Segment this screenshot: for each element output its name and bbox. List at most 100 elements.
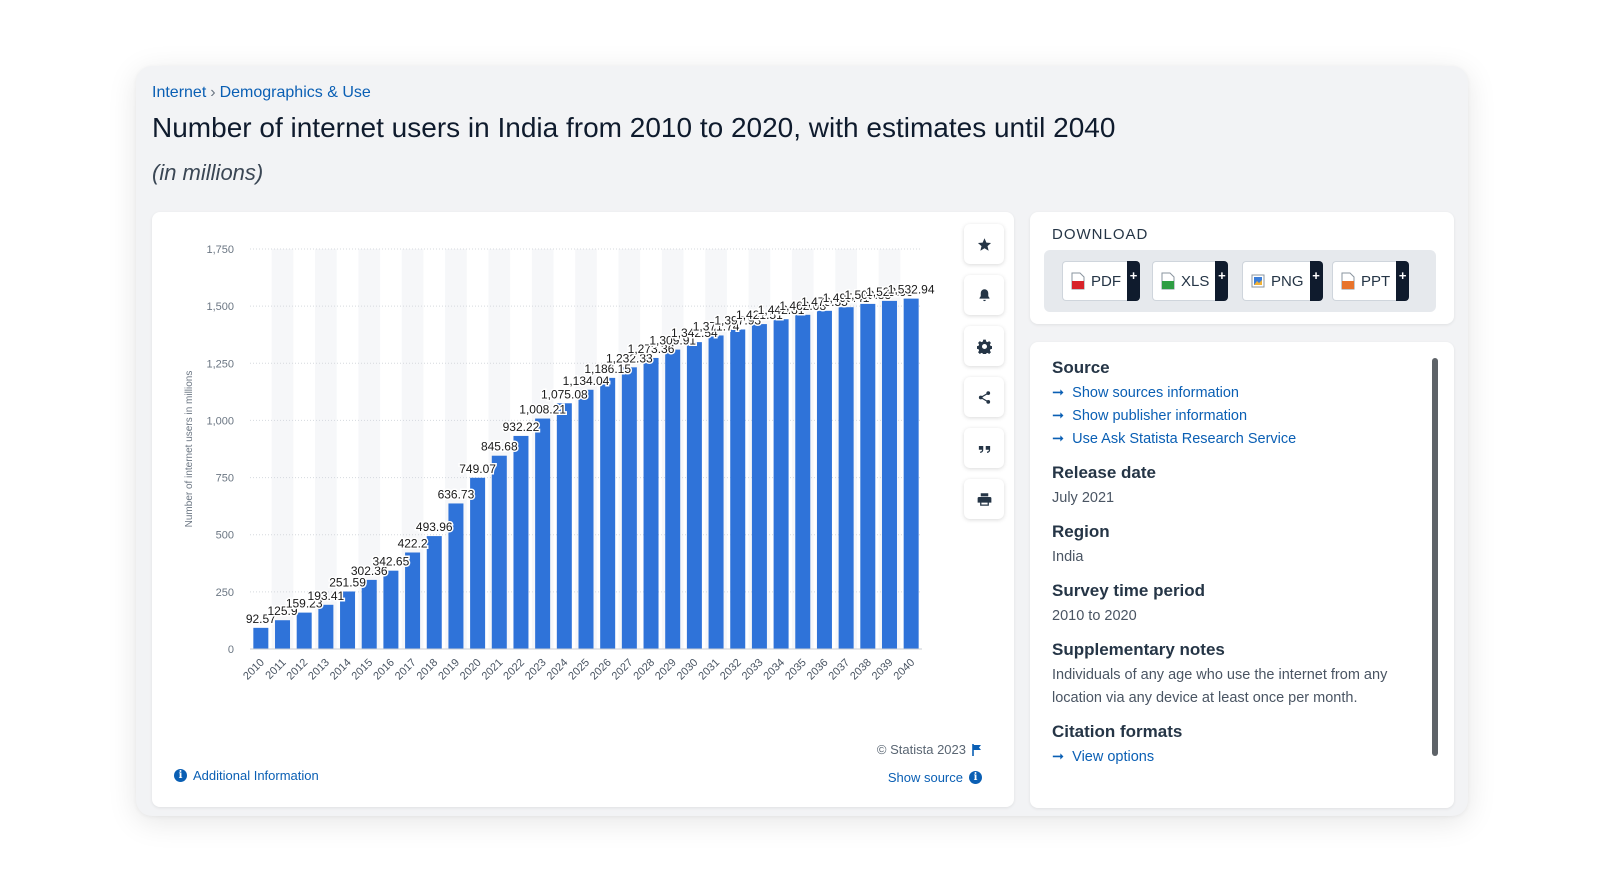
download-ppt-main[interactable]: PPT bbox=[1332, 261, 1397, 301]
bar[interactable] bbox=[665, 349, 681, 649]
bar[interactable] bbox=[383, 570, 399, 649]
download-png-plus[interactable]: + bbox=[1309, 261, 1323, 301]
bar[interactable] bbox=[340, 591, 356, 649]
data-label: 342.65 bbox=[373, 555, 410, 569]
download-xls-main[interactable]: XLS bbox=[1152, 261, 1216, 301]
bar[interactable] bbox=[816, 310, 832, 649]
data-label: 1,371.74 bbox=[693, 319, 740, 333]
data-label: 92.57 bbox=[246, 612, 276, 626]
bar[interactable] bbox=[426, 536, 442, 649]
bar[interactable] bbox=[448, 503, 464, 649]
y-tick-label: 750 bbox=[216, 473, 234, 485]
region-value: India bbox=[1052, 549, 1084, 565]
data-label: 1,309.91 bbox=[649, 334, 696, 348]
download-buttons: PDF + XLS + PNG + PPT + bbox=[1044, 250, 1436, 312]
bar[interactable] bbox=[751, 324, 767, 649]
x-tick-label: 2031 bbox=[696, 657, 722, 683]
data-label: 193.41 bbox=[308, 589, 345, 603]
bar[interactable] bbox=[600, 377, 616, 649]
ask-statista-link[interactable]: ➞ Use Ask Statista Research Service bbox=[1052, 428, 1422, 451]
data-label: 1,342.54 bbox=[671, 326, 718, 340]
bar[interactable] bbox=[903, 298, 919, 649]
source-section: Source ➞ Show sources information ➞ Show p… bbox=[1052, 358, 1422, 451]
bar[interactable] bbox=[708, 335, 724, 649]
y-tick-label: 1,000 bbox=[206, 415, 234, 427]
download-ppt-button[interactable]: PPT + bbox=[1332, 261, 1410, 301]
x-tick-label: 2024 bbox=[545, 657, 571, 683]
download-ppt-plus[interactable]: + bbox=[1396, 261, 1410, 301]
show-publisher-link[interactable]: ➞ Show publisher information bbox=[1052, 405, 1422, 428]
cite-button[interactable] bbox=[964, 428, 1004, 468]
bell-icon bbox=[979, 288, 989, 301]
show-sources-link[interactable]: ➞ Show sources information bbox=[1052, 382, 1422, 405]
arrow-right-icon: ➞ bbox=[1052, 385, 1065, 401]
download-png-button[interactable]: PNG + bbox=[1242, 261, 1323, 301]
download-xls-plus[interactable]: + bbox=[1215, 261, 1229, 301]
bar[interactable] bbox=[275, 620, 291, 649]
bar[interactable] bbox=[795, 314, 811, 649]
bar[interactable] bbox=[296, 612, 312, 649]
bar[interactable] bbox=[491, 455, 507, 649]
breadcrumb-demographics[interactable]: Demographics & Use bbox=[219, 84, 371, 101]
download-png-main[interactable]: PNG bbox=[1242, 261, 1310, 301]
additional-information-link[interactable]: i Additional Information bbox=[174, 768, 319, 783]
x-tick-label: 2019 bbox=[436, 657, 462, 683]
show-source-label: Show source bbox=[887, 770, 963, 785]
bar[interactable] bbox=[405, 552, 421, 649]
survey-value: 2010 to 2020 bbox=[1052, 608, 1137, 624]
bar[interactable] bbox=[643, 357, 659, 649]
release-section: Release date July 2021 bbox=[1052, 463, 1422, 510]
bar[interactable] bbox=[773, 319, 789, 649]
view-options-label: View options bbox=[1072, 749, 1155, 765]
bar[interactable] bbox=[470, 477, 486, 649]
data-label: 1,075.08 bbox=[541, 387, 588, 401]
x-tick-label: 2010 bbox=[241, 657, 267, 683]
settings-button[interactable] bbox=[964, 326, 1004, 366]
download-pdf-button[interactable]: PDF + bbox=[1062, 261, 1140, 301]
bar[interactable] bbox=[621, 367, 637, 649]
show-source-link[interactable]: Show source i bbox=[888, 770, 982, 785]
download-pdf-plus[interactable]: + bbox=[1127, 261, 1140, 301]
citation-heading: Citation formats bbox=[1052, 722, 1183, 741]
bar[interactable] bbox=[513, 435, 529, 649]
ask-statista-label: Use Ask Statista Research Service bbox=[1072, 431, 1297, 447]
x-tick-label: 2025 bbox=[566, 657, 592, 683]
bar[interactable] bbox=[881, 300, 897, 649]
bar[interactable] bbox=[838, 307, 854, 649]
bar[interactable] bbox=[318, 604, 334, 649]
bar[interactable] bbox=[578, 389, 594, 649]
release-heading: Release date bbox=[1052, 463, 1156, 482]
metadata-content: Source ➞ Show sources information ➞ Show p… bbox=[1052, 358, 1422, 781]
favorite-button[interactable] bbox=[964, 224, 1004, 264]
flag-icon[interactable] bbox=[972, 743, 982, 756]
metadata-scrollbar[interactable] bbox=[1432, 358, 1438, 756]
data-label: 1,186.15 bbox=[584, 362, 631, 376]
notes-value: Individuals of any age who use the inter… bbox=[1052, 667, 1388, 706]
download-xls-button[interactable]: XLS + bbox=[1152, 261, 1229, 301]
x-tick-label: 2014 bbox=[328, 657, 354, 683]
x-tick-label: 2011 bbox=[263, 657, 288, 682]
page-subtitle: (in millions) bbox=[152, 160, 264, 185]
show-publisher-label: Show publisher information bbox=[1072, 408, 1248, 424]
share-button[interactable] bbox=[964, 377, 1004, 417]
breadcrumb-internet[interactable]: Internet bbox=[152, 84, 207, 101]
download-pdf-main[interactable]: PDF bbox=[1062, 261, 1127, 301]
x-tick-label: 2037 bbox=[826, 657, 852, 683]
bar[interactable] bbox=[730, 329, 746, 649]
bar[interactable] bbox=[686, 342, 702, 649]
data-label: 493.96 bbox=[416, 520, 453, 534]
notification-button[interactable] bbox=[964, 275, 1004, 315]
data-label: 1,495.41 bbox=[823, 291, 870, 305]
bar[interactable] bbox=[860, 303, 876, 649]
share-icon bbox=[978, 390, 990, 404]
bar[interactable] bbox=[253, 627, 269, 649]
data-label: 1,421.51 bbox=[736, 308, 783, 322]
bar[interactable] bbox=[361, 579, 377, 649]
chart-copyright: © Statista 2023 bbox=[877, 742, 982, 757]
page-title: Number of internet users in India from 2… bbox=[152, 112, 1116, 143]
view-options-link[interactable]: ➞ View options bbox=[1052, 746, 1422, 769]
x-tick-label: 2022 bbox=[501, 657, 527, 683]
bar[interactable] bbox=[556, 403, 572, 649]
bar[interactable] bbox=[535, 418, 551, 649]
print-button[interactable] bbox=[964, 479, 1004, 519]
